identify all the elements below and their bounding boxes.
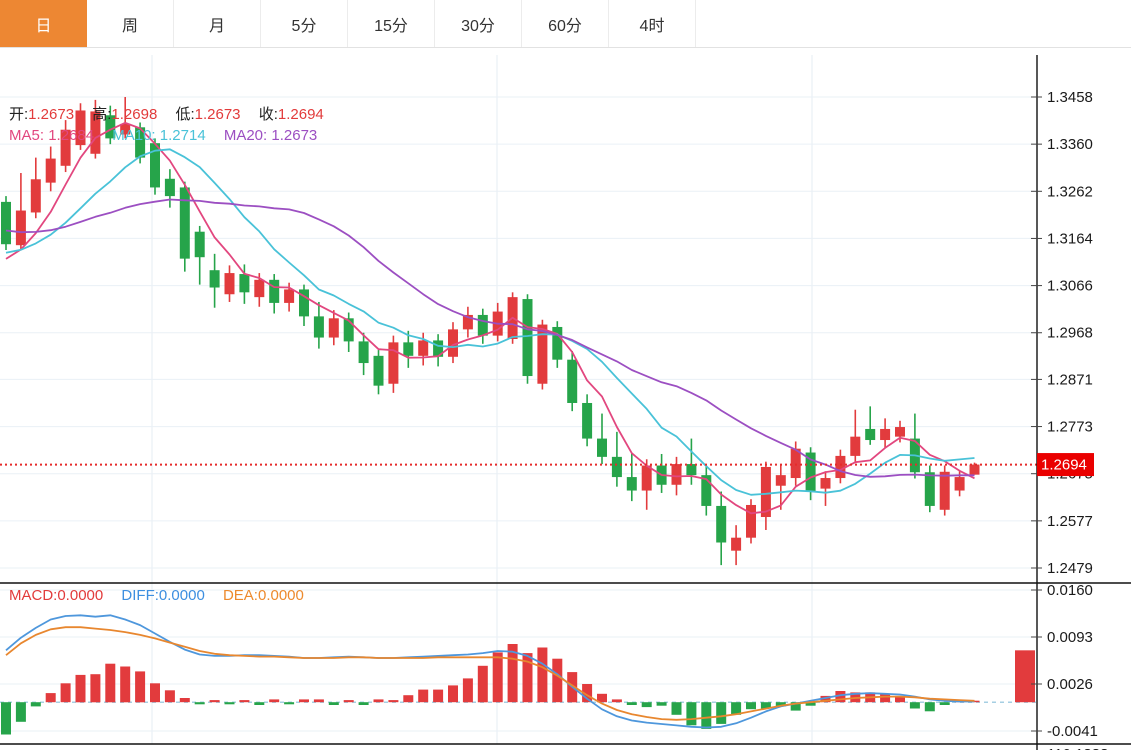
high-label: 高:: [92, 106, 112, 123]
diff-label: DIFF:: [121, 587, 159, 604]
tabbar-filler: [696, 0, 1131, 47]
macd-bar: MACD:0.0000 DIFF:0.0000 DEA:0.0000: [9, 587, 318, 604]
svg-text:1.2871: 1.2871: [1047, 371, 1093, 388]
chart-area: 1.3458 1.3360 1.3262 1.3164 1.3066 1.2968 1.28…: [0, 47, 1131, 750]
open-label: 开:: [9, 106, 29, 123]
tab-week[interactable]: 周: [87, 0, 174, 47]
ma-bar: MA5: 1.2684 MA10: 1.2714 MA20: 1.2673: [9, 127, 331, 144]
dea-label: DEA:: [222, 587, 258, 604]
timeframe-tab-bar: 日周月 5分 15分 30分 60分 4时: [0, 0, 1131, 48]
svg-text:0.0160: 0.0160: [1047, 582, 1093, 599]
svg-text:0.0093: 0.0093: [1047, 629, 1093, 646]
ma20-value: 1.2673: [271, 127, 318, 144]
svg-text:1.3164: 1.3164: [1047, 230, 1093, 247]
close-value: 1.2694: [277, 106, 324, 123]
svg-text:1.2694: 1.2694: [1041, 457, 1087, 474]
svg-text:0.0026: 0.0026: [1047, 676, 1093, 693]
ma5-value: 1.2684: [48, 127, 95, 144]
svg-text:1.3360: 1.3360: [1047, 136, 1093, 153]
open-value: 1.2673: [28, 106, 75, 123]
current-price-badge: [1037, 453, 1094, 477]
svg-text:-0.0041: -0.0041: [1047, 723, 1098, 740]
svg-text:1.2773: 1.2773: [1047, 419, 1093, 436]
dea-value: 0.0000: [257, 587, 304, 604]
tab-60min[interactable]: 60分: [522, 0, 609, 47]
diff-value: 0.0000: [158, 587, 205, 604]
low-value: 1.2673: [194, 106, 241, 123]
ma5-label: MA5:: [9, 127, 45, 144]
tab-month[interactable]: 月: [174, 0, 261, 47]
tab-5min[interactable]: 5分: [261, 0, 348, 47]
tab-day[interactable]: 日: [0, 0, 87, 47]
macd-label: MACD:: [9, 587, 58, 604]
ma20-label: MA20:: [223, 127, 268, 144]
low-label: 低:: [175, 106, 195, 123]
tab-15min[interactable]: 15分: [348, 0, 435, 47]
svg-text:1.2968: 1.2968: [1047, 325, 1093, 342]
tab-4hour[interactable]: 4时: [609, 0, 696, 47]
ma10-value: 1.2714: [159, 127, 206, 144]
svg-text:1.3066: 1.3066: [1047, 278, 1093, 295]
clipped-axis-label: 110.1888: [1047, 746, 1108, 750]
svg-text:1.2479: 1.2479: [1047, 560, 1093, 577]
candlestick-chart[interactable]: 1.3458 1.3360 1.3262 1.3164 1.3066 1.2968 1.28…: [0, 47, 1131, 750]
ma10-label: MA10:: [112, 127, 156, 144]
close-label: 收:: [258, 106, 278, 123]
svg-text:1.2577: 1.2577: [1047, 513, 1093, 530]
svg-text:1.3458: 1.3458: [1047, 89, 1093, 106]
tab-30min[interactable]: 30分: [435, 0, 522, 47]
quote-bar: 开:1.2673 高:1.2698 低:1.2673 收:1.2694: [9, 103, 338, 124]
svg-text:1.3262: 1.3262: [1047, 183, 1093, 200]
macd-value: 0.0000: [57, 587, 104, 604]
high-value: 1.2698: [111, 106, 158, 123]
